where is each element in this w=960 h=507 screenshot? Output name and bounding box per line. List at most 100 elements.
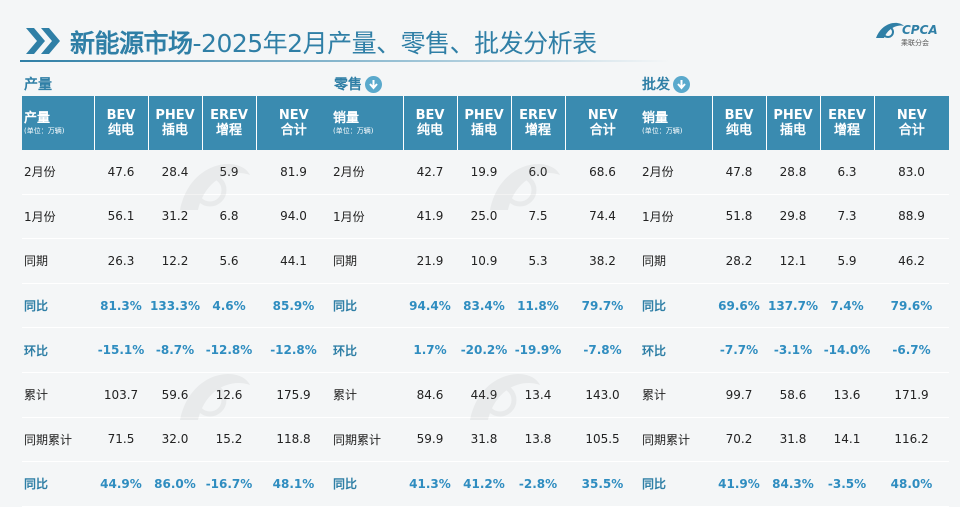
header-metric-title: 销量 (333, 110, 360, 126)
table-row: 同期 26.3 12.2 5.6 44.1 (22, 238, 331, 284)
logo-text: CPCA (902, 23, 938, 37)
table-cell: 10.9 (457, 238, 511, 284)
header-column-code: NEV (587, 108, 618, 123)
table-cell: 32.0 (148, 417, 202, 463)
header-unit-label: (单位：万辆) (24, 126, 65, 135)
data-table: 销量 (单位：万辆) BEV 纯电 PHEV 插电 EREV 增程 NEV 合计 2月份 42.7 19… (331, 96, 640, 507)
table-cell: 81.3% (94, 283, 148, 329)
section-label-text: 零售 (334, 77, 362, 93)
table-cell: 7.3 (820, 194, 874, 240)
row-label: 同比 (640, 461, 712, 507)
table-cell: 13.8 (511, 417, 565, 463)
table-cell: -20.2% (457, 327, 511, 373)
table-cell: 41.2% (457, 461, 511, 507)
table-cell: 7.5 (511, 194, 565, 240)
table-row: 同比 81.3% 133.3% 4.6% 85.9% (22, 283, 331, 329)
table-cell: 133.3% (148, 283, 202, 329)
row-label: 同期 (331, 238, 403, 284)
header-metric-cell: 销量 (单位：万辆) (640, 96, 712, 150)
row-label: 同期累计 (640, 417, 712, 463)
arrow-down-circle-icon[interactable] (673, 75, 690, 93)
row-label: 2月份 (22, 150, 94, 195)
table-cell: 5.3 (511, 238, 565, 284)
header-column-name: 增程 (833, 123, 860, 138)
cpca-logo-icon: CPCA (876, 22, 938, 38)
table-row: 1月份 51.8 29.8 7.3 88.9 (640, 194, 949, 240)
table-cell: 83.0 (874, 150, 949, 195)
table-cell: -3.5% (820, 461, 874, 507)
row-label: 同比 (22, 283, 94, 329)
double-chevron-icon (26, 28, 60, 54)
table-cell: 137.7% (766, 283, 820, 329)
table-cell: 1.7% (403, 327, 457, 373)
table-cell: 171.9 (874, 372, 949, 418)
table-cell: -7.7% (712, 327, 766, 373)
logo-subtext: 乘联分会 (901, 39, 929, 47)
table-cell: 44.9 (457, 372, 511, 418)
table-row: 累计 84.6 44.9 13.4 143.0 (331, 372, 640, 418)
row-label: 1月份 (22, 194, 94, 240)
header-column-cell: PHEV 插电 (765, 96, 820, 150)
table-row: 同期 21.9 10.9 5.3 38.2 (331, 238, 640, 284)
header-column-name: 合计 (280, 123, 307, 138)
arrow-down-circle-icon[interactable] (365, 75, 382, 93)
table-cell: 13.4 (511, 372, 565, 418)
header-column-code: PHEV (464, 108, 504, 123)
table-cell: -3.1% (766, 327, 820, 373)
header-column-name: 合计 (898, 123, 925, 138)
title-divider (20, 60, 670, 62)
header-column-cell: EREV 增程 (510, 96, 565, 150)
row-label: 环比 (22, 327, 94, 373)
row-label: 2月份 (640, 150, 712, 195)
header-column-name: 纯电 (725, 123, 752, 138)
table-cell: 79.7% (565, 283, 640, 329)
row-label: 2月份 (331, 150, 403, 195)
section-label-retail[interactable]: 零售 (334, 74, 382, 94)
header-column-cell: PHEV 插电 (456, 96, 511, 150)
table-cell: 5.9 (820, 238, 874, 284)
row-label: 同比 (640, 283, 712, 329)
section-label-wholesale[interactable]: 批发 (642, 74, 690, 94)
header-column-code: NEV (896, 108, 927, 123)
table-cell: 70.2 (712, 417, 766, 463)
header-column-name: 纯电 (107, 123, 134, 138)
table-row: 同期累计 59.9 31.8 13.8 105.5 (331, 417, 640, 463)
header-column-code: PHEV (155, 108, 195, 123)
page-title-highlight: 新能源市场 (70, 29, 193, 58)
table-row: 2月份 42.7 19.9 6.0 68.6 (331, 150, 640, 195)
row-label: 同期累计 (22, 417, 94, 463)
table-row: 累计 99.7 58.6 13.6 171.9 (640, 372, 949, 418)
table-cell: -7.8% (565, 327, 640, 373)
header-column-name: 插电 (161, 123, 188, 138)
header-column-name: 插电 (779, 123, 806, 138)
header-unit-label: (单位：万辆) (642, 126, 683, 135)
table-row: 累计 103.7 59.6 12.6 175.9 (22, 372, 331, 418)
table-cell: -8.7% (148, 327, 202, 373)
page-title: 新能源市场-2025年2月产量、零售、批发分析表 (70, 24, 597, 60)
table-cell: 29.8 (766, 194, 820, 240)
table-cell: 12.1 (766, 238, 820, 284)
section-label-text: 产量 (24, 77, 52, 93)
table-row: 同期累计 70.2 31.8 14.1 116.2 (640, 417, 949, 463)
table-cell: 56.1 (94, 194, 148, 240)
table-cell: 103.7 (94, 372, 148, 418)
table-cell: 44.1 (256, 238, 331, 284)
table-cell: 13.6 (820, 372, 874, 418)
row-label: 同期 (22, 238, 94, 284)
table-cell: 28.2 (712, 238, 766, 284)
header-column-code: EREV (828, 108, 866, 123)
section-label-production: 产量 (24, 74, 52, 94)
header-column-code: NEV (278, 108, 309, 123)
table-cell: 48.1% (256, 461, 331, 507)
table-cell: 84.6 (403, 372, 457, 418)
header-column-name: 插电 (470, 123, 497, 138)
table-row: 2月份 47.6 28.4 5.9 81.9 (22, 150, 331, 195)
table-cell: -16.7% (202, 461, 256, 507)
table-cell: 7.4% (820, 283, 874, 329)
table-cell: 6.8 (202, 194, 256, 240)
production-panel: 产量 (单位：万辆) BEV 纯电 PHEV 插电 EREV 增程 NEV 合计 2月份 47.6 28… (22, 96, 331, 507)
table-cell: 99.7 (712, 372, 766, 418)
table-cell: 74.4 (565, 194, 640, 240)
header-column-code: PHEV (773, 108, 813, 123)
table-row: 2月份 47.8 28.8 6.3 83.0 (640, 150, 949, 195)
